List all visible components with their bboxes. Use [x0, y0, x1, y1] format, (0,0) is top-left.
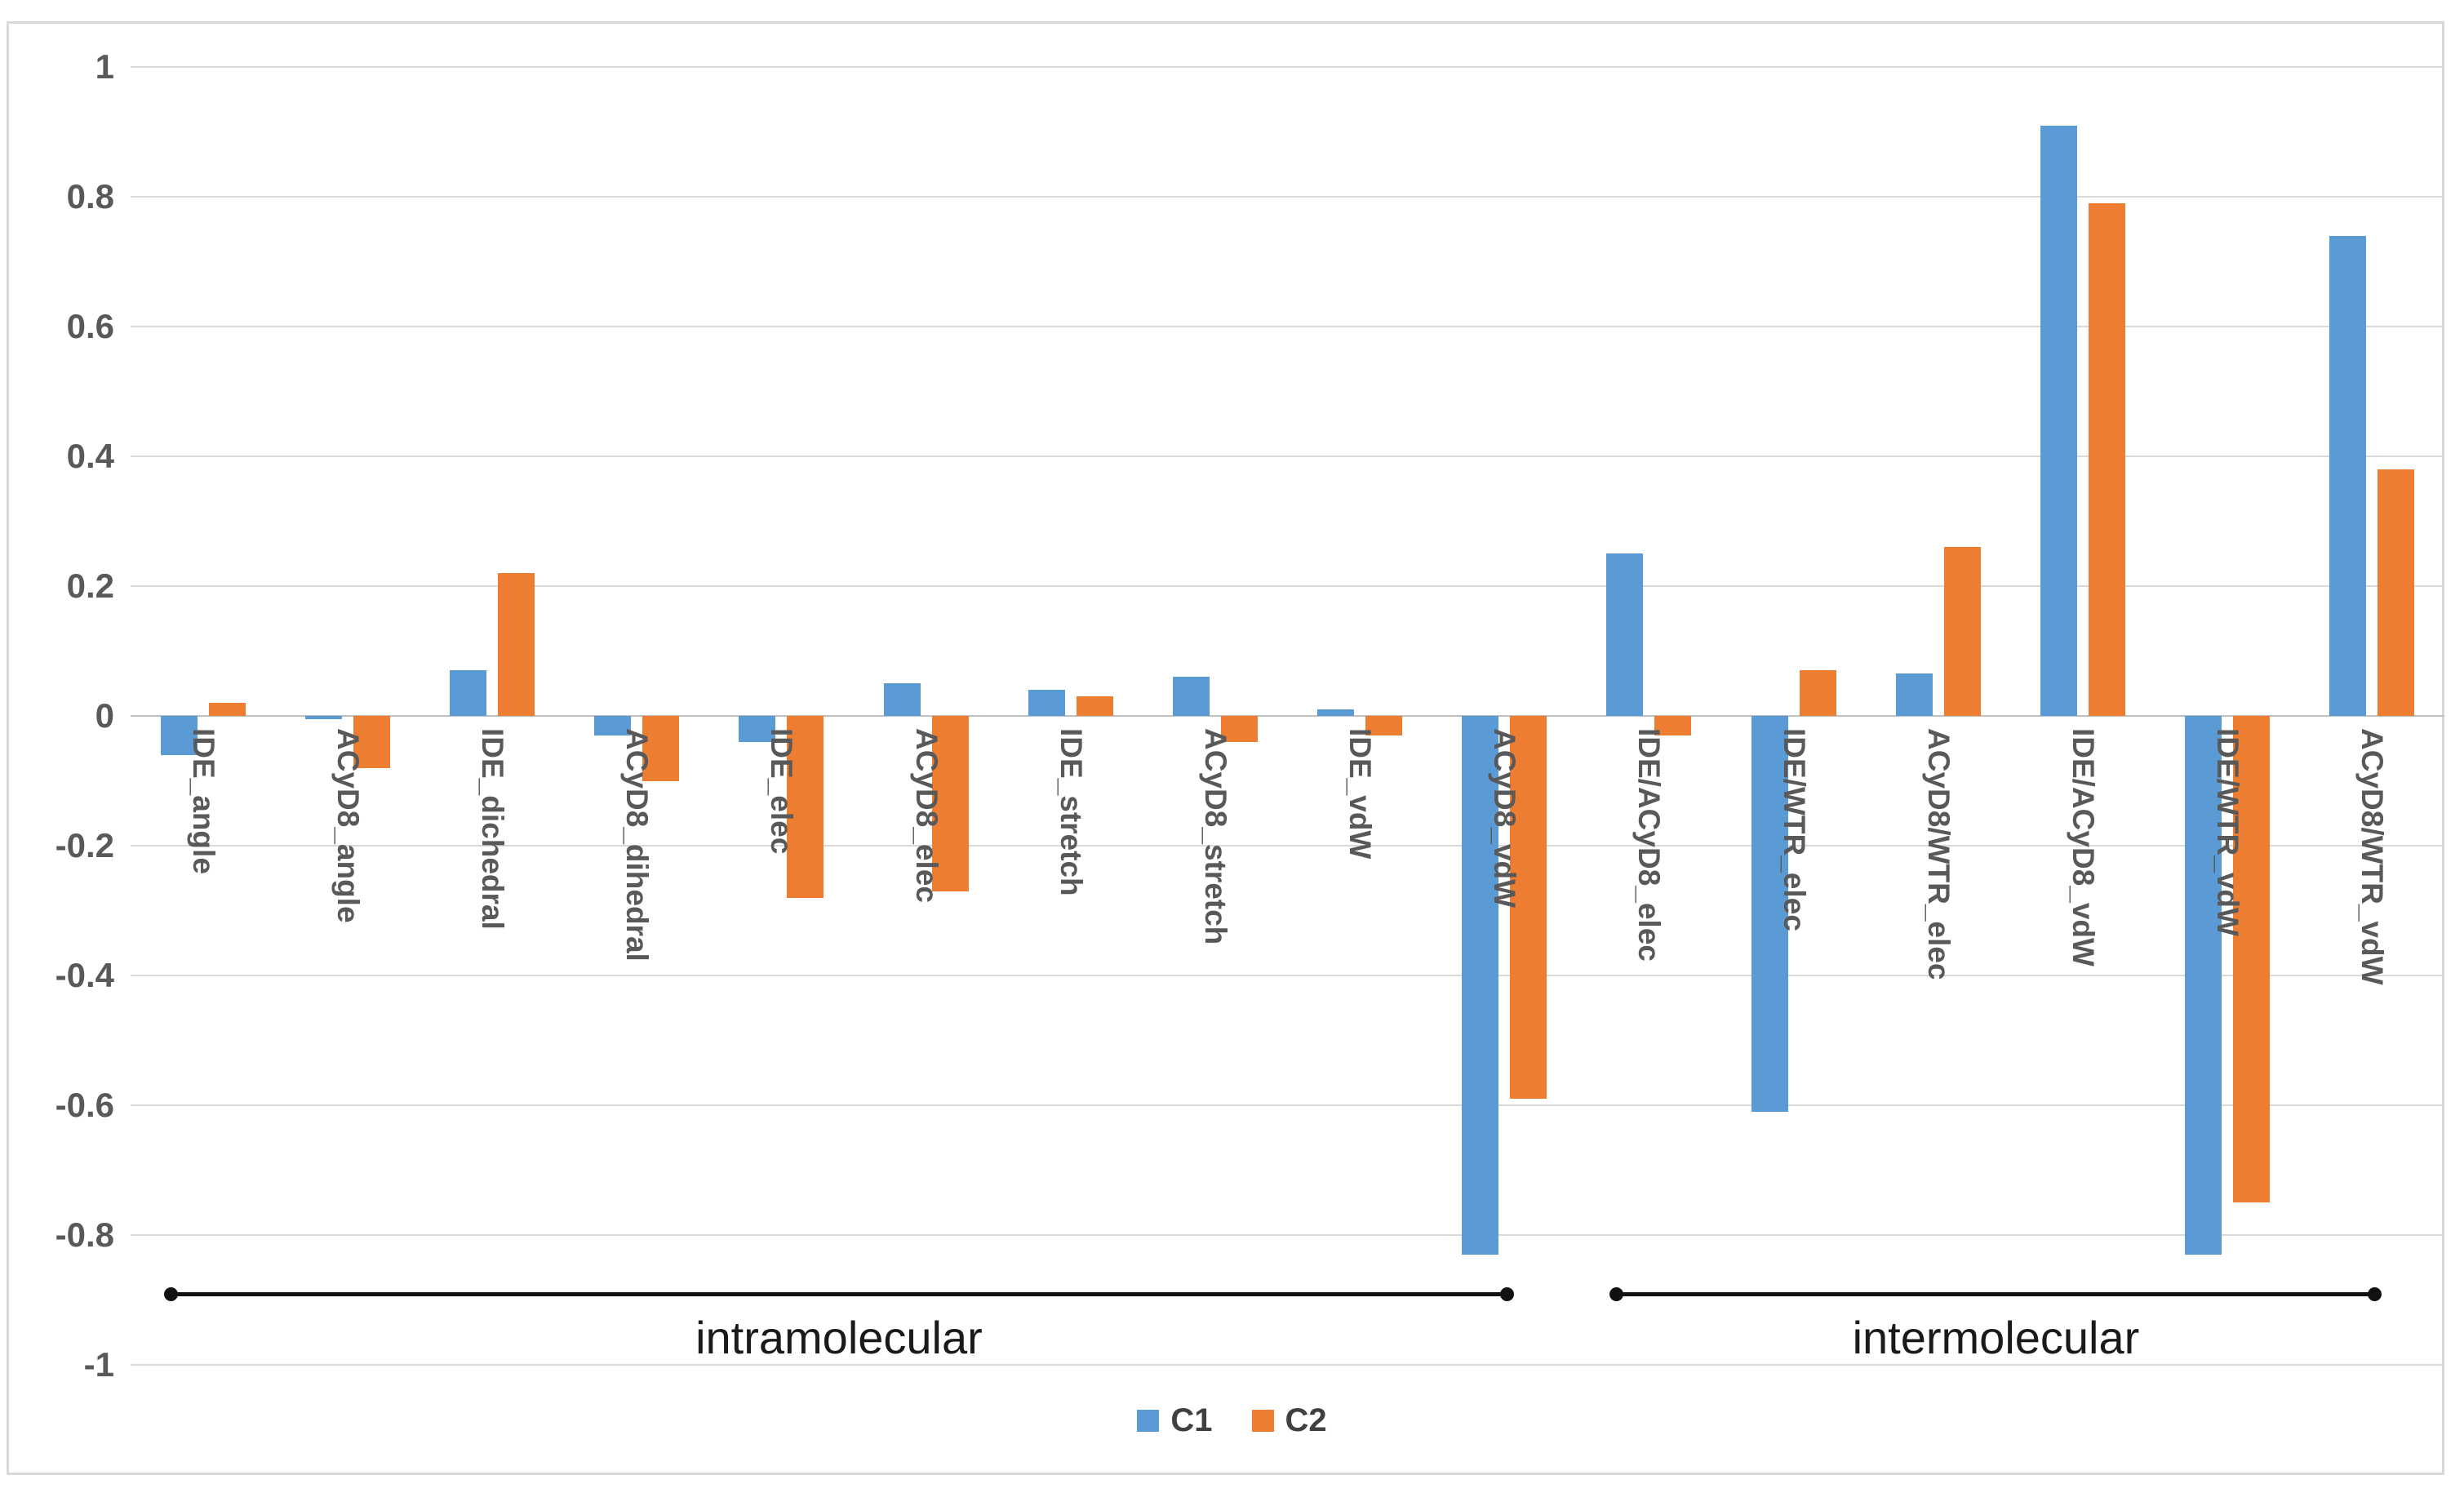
- category-label-IDE/WTR_vdW: IDE/WTR_vdW: [2211, 728, 2245, 936]
- gridline: [131, 1234, 2444, 1236]
- bar-c2-IDE/ACyD8_vdW: [2089, 202, 2126, 716]
- category-label-ACyD8_angle: ACyD8_angle: [331, 728, 365, 923]
- legend-swatch-c2: [1251, 1409, 1274, 1432]
- gridline: [131, 1364, 2444, 1366]
- category-label-ACyD8_dihedral: ACyD8_dihedral: [620, 728, 655, 962]
- group-bracket-intermolecular: [1609, 1287, 2382, 1301]
- bracket-endpoint-dot: [1609, 1287, 1624, 1301]
- bar-c2-ACyD8/WTR_elec: [1943, 547, 1981, 716]
- bar-c1-ACyD8_dihedral: [594, 716, 632, 735]
- bar-c1-ACyD8_stretch: [1172, 677, 1210, 716]
- group-label-intramolecular: intramolecular: [695, 1312, 983, 1363]
- bar-c2-IDE_vdW: [1365, 716, 1403, 735]
- bar-c1-ACyD8/WTR_vdW: [2329, 235, 2367, 716]
- bar-c2-IDE/WTR_vdW: [2233, 716, 2271, 1203]
- category-label-IDE_vdW: IDE_vdW: [1343, 728, 1378, 860]
- bar-c1-IDE/ACyD8_vdW: [2040, 125, 2078, 716]
- bar-c2-ACyD8_elec: [931, 716, 969, 891]
- bar-c1-IDE_dichedral: [449, 670, 486, 716]
- y-tick-label: -0.4: [55, 956, 114, 994]
- bar-c2-IDE/ACyD8_elec: [1654, 716, 1692, 735]
- bar-c1-IDE/WTR_vdW: [2185, 716, 2222, 1255]
- group-bracket-intramolecular: [163, 1287, 1515, 1301]
- y-tick-label: 0.2: [66, 567, 114, 605]
- category-label-IDE_elec: IDE_elec: [765, 728, 799, 855]
- legend-item-c1: C1: [1137, 1402, 1213, 1438]
- bar-c1-IDE_angle: [160, 716, 198, 755]
- y-tick-label: 1: [95, 47, 114, 86]
- category-label-IDE_dichedral: IDE_dichedral: [475, 728, 509, 930]
- gridline: [131, 326, 2444, 327]
- y-tick-label: 0.8: [66, 177, 114, 216]
- category-label-IDE_angle: IDE_angle: [186, 728, 220, 874]
- category-label-IDE/ACyD8_elec: IDE/ACyD8_elec: [1632, 728, 1667, 962]
- bar-c2-ACyD8_vdW: [1510, 716, 1547, 1100]
- bar-c2-IDE_dichedral: [497, 573, 535, 716]
- category-label-IDE/WTR_elec: IDE/WTR_elec: [1777, 728, 1811, 931]
- bar-c2-ACyD8/WTR_vdW: [2377, 469, 2415, 716]
- category-label-IDE/ACyD8_vdW: IDE/ACyD8_vdW: [2067, 728, 2101, 967]
- category-label-ACyD8/WTR_vdW: ACyD8/WTR_vdW: [2355, 728, 2390, 985]
- y-tick-label: -0.8: [55, 1215, 114, 1254]
- bar-c2-ACyD8_angle: [353, 716, 390, 768]
- bar-c2-IDE_stretch: [1076, 696, 1113, 716]
- y-tick-label: 0.6: [66, 307, 114, 345]
- bar-c2-IDE_angle: [208, 703, 246, 716]
- category-label-ACyD8_elec: ACyD8_elec: [909, 728, 943, 903]
- legend-label-c1: C1: [1170, 1402, 1213, 1438]
- category-label-ACyD8/WTR_elec: ACyD8/WTR_elec: [1921, 728, 1956, 980]
- bracket-endpoint-dot: [1500, 1287, 1515, 1301]
- category-label-ACyD8_vdW: ACyD8_vdW: [1488, 728, 1522, 908]
- bar-c1-ACyD8_vdW: [1462, 716, 1499, 1255]
- bar-c1-ACyD8_elec: [883, 683, 921, 716]
- legend-swatch-c1: [1137, 1409, 1160, 1432]
- gridline: [131, 975, 2444, 976]
- bar-c2-ACyD8_stretch: [1220, 716, 1258, 742]
- y-tick-label: -0.6: [55, 1086, 114, 1124]
- bar-c1-IDE/ACyD8_elec: [1606, 553, 1644, 716]
- category-label-IDE_stretch: IDE_stretch: [1054, 728, 1088, 896]
- bracket-endpoint-dot: [2368, 1287, 2382, 1301]
- category-label-ACyD8_stretch: ACyD8_stretch: [1198, 728, 1232, 945]
- legend-item-c2: C2: [1251, 1402, 1327, 1438]
- bar-c2-ACyD8_dihedral: [642, 716, 680, 781]
- y-tick-label: -0.2: [55, 826, 114, 864]
- gridline: [131, 1104, 2444, 1106]
- gridline: [131, 455, 2444, 457]
- legend-label-c2: C2: [1285, 1402, 1327, 1438]
- bar-c2-IDE_elec: [787, 716, 824, 898]
- legend: C1 C2: [0, 1404, 2464, 1437]
- y-tick-label: 0.4: [66, 437, 114, 475]
- x-axis-zero-line: [131, 715, 2444, 717]
- bar-c2-IDE/WTR_elec: [1799, 670, 1836, 716]
- y-tick-label: 0: [95, 696, 114, 735]
- bar-c1-ACyD8/WTR_elec: [1895, 673, 1933, 716]
- group-label-intermolecular: intermolecular: [1852, 1312, 2140, 1363]
- bracket-endpoint-dot: [163, 1287, 178, 1301]
- bar-c1-ACyD8_angle: [304, 716, 342, 719]
- gridline: [131, 585, 2444, 587]
- bar-c1-IDE_elec: [739, 716, 776, 742]
- bar-c1-IDE_vdW: [1317, 709, 1355, 716]
- y-tick-label: -1: [83, 1345, 114, 1384]
- gridline: [131, 66, 2444, 68]
- gridline: [131, 196, 2444, 198]
- bar-c1-IDE_stretch: [1028, 690, 1065, 716]
- gridline: [131, 845, 2444, 847]
- bar-c1-IDE/WTR_elec: [1751, 716, 1788, 1112]
